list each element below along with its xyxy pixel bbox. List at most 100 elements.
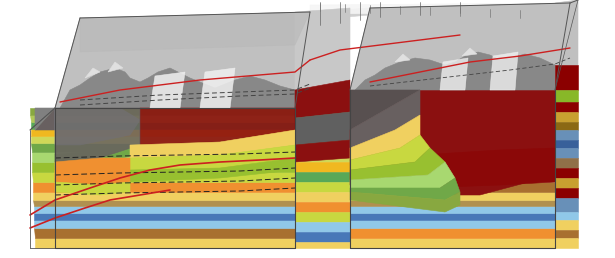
Polygon shape [555, 188, 578, 198]
Polygon shape [55, 122, 295, 129]
Polygon shape [295, 242, 350, 248]
Polygon shape [555, 102, 578, 112]
Polygon shape [555, 230, 578, 238]
Polygon shape [34, 238, 55, 248]
Polygon shape [555, 158, 578, 168]
Polygon shape [32, 172, 55, 182]
Polygon shape [295, 80, 350, 118]
Polygon shape [310, 8, 370, 20]
Polygon shape [350, 3, 570, 90]
Polygon shape [440, 58, 468, 90]
Polygon shape [295, 105, 350, 118]
Polygon shape [80, 12, 310, 52]
Polygon shape [462, 48, 477, 56]
Polygon shape [555, 168, 578, 178]
Polygon shape [31, 122, 55, 129]
Polygon shape [295, 182, 350, 192]
Polygon shape [395, 54, 410, 62]
Polygon shape [555, 140, 578, 148]
Polygon shape [295, 162, 350, 172]
Polygon shape [350, 220, 555, 228]
Polygon shape [130, 158, 295, 182]
Polygon shape [55, 152, 295, 174]
Polygon shape [55, 206, 295, 213]
Polygon shape [295, 142, 350, 152]
Polygon shape [555, 238, 578, 248]
Polygon shape [130, 130, 295, 158]
Polygon shape [108, 62, 123, 72]
Polygon shape [295, 232, 350, 242]
Polygon shape [35, 108, 55, 130]
Polygon shape [350, 115, 420, 160]
Polygon shape [55, 220, 295, 228]
Polygon shape [35, 108, 55, 130]
Polygon shape [295, 130, 350, 142]
Polygon shape [31, 136, 55, 143]
Polygon shape [55, 200, 295, 206]
Polygon shape [55, 115, 295, 122]
Polygon shape [295, 192, 350, 202]
Polygon shape [60, 68, 295, 108]
Polygon shape [350, 182, 555, 192]
Polygon shape [31, 129, 55, 136]
Polygon shape [295, 118, 350, 130]
Polygon shape [30, 115, 55, 122]
Polygon shape [350, 238, 555, 248]
Polygon shape [55, 158, 130, 185]
Polygon shape [55, 192, 295, 200]
Polygon shape [295, 222, 350, 232]
Polygon shape [55, 12, 310, 108]
Polygon shape [555, 178, 578, 188]
Polygon shape [350, 206, 555, 213]
Polygon shape [555, 122, 578, 130]
Polygon shape [555, 148, 578, 158]
Polygon shape [34, 228, 55, 238]
Polygon shape [33, 182, 55, 192]
Polygon shape [350, 162, 455, 188]
Polygon shape [295, 172, 350, 182]
Polygon shape [34, 213, 55, 220]
Polygon shape [555, 90, 578, 102]
Polygon shape [55, 144, 295, 166]
Polygon shape [555, 65, 578, 90]
Polygon shape [350, 200, 555, 206]
Polygon shape [55, 108, 140, 162]
Polygon shape [55, 136, 295, 143]
Polygon shape [555, 0, 578, 90]
Polygon shape [555, 198, 578, 212]
Polygon shape [295, 152, 350, 162]
Polygon shape [55, 108, 295, 115]
Polygon shape [140, 108, 295, 148]
Polygon shape [55, 182, 295, 192]
Polygon shape [350, 90, 555, 195]
Polygon shape [295, 202, 350, 212]
Polygon shape [55, 156, 295, 178]
Polygon shape [32, 162, 55, 172]
Polygon shape [555, 220, 578, 230]
Polygon shape [55, 160, 295, 182]
Polygon shape [295, 8, 350, 90]
Polygon shape [55, 129, 295, 136]
Polygon shape [55, 148, 295, 170]
Polygon shape [490, 52, 518, 90]
Polygon shape [31, 143, 55, 152]
Polygon shape [33, 192, 55, 200]
Polygon shape [150, 72, 185, 108]
Polygon shape [350, 178, 460, 200]
Polygon shape [55, 143, 295, 152]
Polygon shape [33, 200, 55, 206]
Polygon shape [295, 212, 350, 222]
Polygon shape [34, 220, 55, 228]
Polygon shape [55, 172, 295, 182]
Polygon shape [55, 108, 140, 145]
Polygon shape [130, 145, 295, 170]
Polygon shape [55, 182, 130, 195]
Polygon shape [350, 192, 460, 212]
Polygon shape [55, 162, 295, 172]
Polygon shape [55, 213, 295, 220]
Polygon shape [30, 108, 55, 115]
Polygon shape [55, 228, 295, 238]
Polygon shape [355, 52, 555, 90]
Polygon shape [55, 152, 295, 162]
Polygon shape [33, 206, 55, 213]
